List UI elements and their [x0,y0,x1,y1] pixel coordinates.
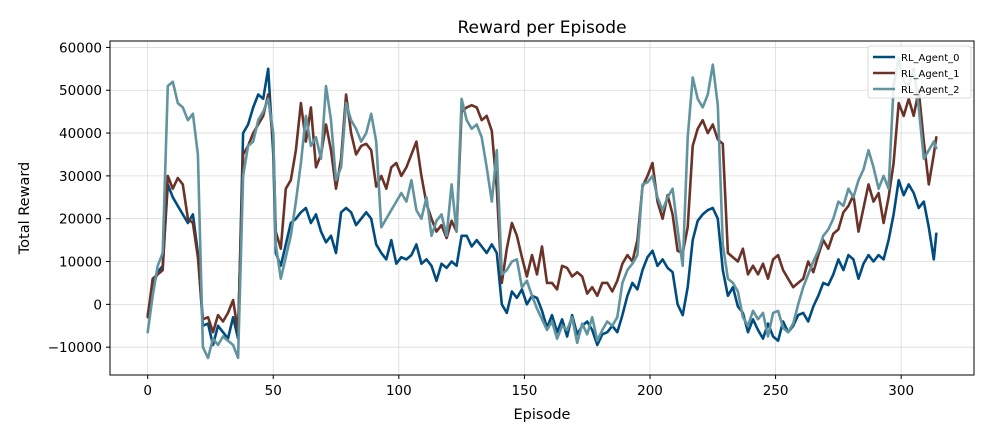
y-axis-ticks: −10000 0 10000 20000 30000 40000 50000 60000 [48,40,110,356]
series-layer [146,56,938,360]
x-tick-label: 200 [637,383,663,399]
x-tick-label: 100 [386,383,412,399]
x-axis-ticks: 0 50 100 150 200 250 300 [143,375,914,399]
series-line-2 [146,56,938,360]
x-tick-label: 150 [512,383,538,399]
grid [110,41,974,375]
legend: RL_Agent_0 RL_Agent_1 RL_Agent_2 [867,45,972,99]
y-tick-label: 0 [93,297,102,313]
legend-box [867,45,972,99]
x-tick-label: 0 [143,383,152,399]
x-tick-label: 250 [763,383,789,399]
plot-frame [109,40,975,376]
legend-label: RL_Agent_2 [901,85,959,96]
series-line-1 [146,88,938,334]
x-tick-label: 50 [265,383,282,399]
x-axis-label: Episode [514,407,571,423]
legend-label: RL_Agent_0 [901,53,959,64]
x-tick-label: 300 [888,383,914,399]
y-tick-label: 20000 [59,212,102,228]
y-tick-label: −10000 [48,340,102,356]
chart-title: Reward per Episode [457,18,626,38]
y-axis-label: Total Reward [17,162,33,255]
y-tick-label: 40000 [59,126,102,142]
y-tick-label: 60000 [59,40,102,56]
y-tick-label: 50000 [59,83,102,99]
y-tick-label: 10000 [59,255,102,271]
series-line-0 [146,67,938,347]
legend-label: RL_Agent_1 [901,69,959,80]
y-tick-label: 30000 [59,169,102,185]
